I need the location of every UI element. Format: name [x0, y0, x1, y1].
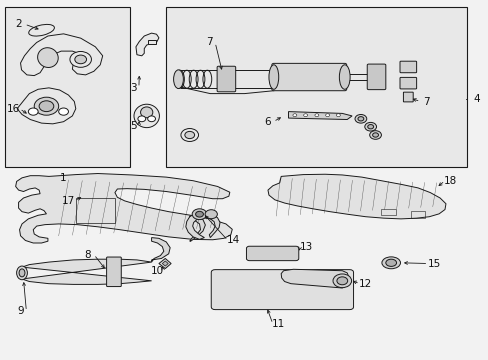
Text: 10: 10 [151, 266, 163, 276]
FancyBboxPatch shape [106, 257, 121, 287]
Text: 12: 12 [358, 279, 372, 289]
Bar [147, 40, 156, 44]
Polygon shape [20, 34, 102, 76]
Ellipse shape [268, 65, 278, 89]
Text: 3: 3 [129, 83, 136, 93]
Text: 1: 1 [60, 173, 67, 183]
Circle shape [314, 114, 318, 117]
Text: 6: 6 [264, 117, 270, 127]
Text: 2: 2 [15, 19, 22, 29]
Text: 5: 5 [129, 121, 136, 131]
Polygon shape [151, 238, 170, 262]
Text: 7: 7 [205, 37, 212, 48]
Polygon shape [22, 259, 151, 284]
Circle shape [184, 131, 194, 139]
Polygon shape [288, 112, 351, 120]
FancyBboxPatch shape [403, 92, 412, 102]
Text: 18: 18 [443, 176, 457, 186]
Bar [76, 198, 115, 223]
Ellipse shape [19, 269, 25, 277]
Bar [166, 7, 466, 167]
Text: 8: 8 [84, 249, 91, 260]
FancyBboxPatch shape [399, 61, 416, 73]
Polygon shape [267, 174, 445, 219]
Circle shape [364, 122, 376, 131]
Polygon shape [136, 33, 159, 56]
Circle shape [325, 114, 329, 117]
FancyBboxPatch shape [211, 270, 353, 310]
Ellipse shape [385, 259, 396, 266]
FancyBboxPatch shape [217, 66, 235, 92]
Circle shape [39, 101, 54, 112]
Circle shape [372, 133, 378, 137]
Ellipse shape [134, 104, 159, 128]
Text: 11: 11 [271, 319, 285, 329]
Text: 9: 9 [17, 306, 24, 316]
Bar [5, 7, 129, 167]
Circle shape [75, 55, 86, 64]
Circle shape [369, 131, 381, 139]
Bar [381, 209, 395, 215]
FancyBboxPatch shape [246, 246, 298, 261]
Circle shape [28, 108, 38, 115]
Circle shape [292, 114, 296, 117]
Circle shape [138, 116, 145, 122]
Circle shape [70, 51, 91, 67]
Polygon shape [281, 269, 349, 288]
Ellipse shape [204, 210, 217, 219]
Polygon shape [159, 258, 171, 269]
Bar [410, 211, 425, 218]
Text: 17: 17 [61, 195, 75, 206]
Polygon shape [185, 212, 220, 239]
Polygon shape [162, 261, 168, 266]
Text: 16: 16 [7, 104, 20, 114]
Ellipse shape [332, 274, 351, 288]
Ellipse shape [339, 65, 349, 89]
Text: 13: 13 [299, 242, 312, 252]
Ellipse shape [29, 24, 54, 36]
Circle shape [357, 117, 363, 121]
Circle shape [336, 114, 340, 117]
Ellipse shape [381, 257, 400, 269]
Circle shape [59, 108, 68, 115]
Ellipse shape [17, 266, 27, 280]
Circle shape [367, 125, 373, 129]
Circle shape [147, 116, 155, 122]
Polygon shape [17, 88, 76, 124]
Ellipse shape [38, 48, 58, 67]
Text: 7: 7 [422, 96, 429, 107]
Circle shape [354, 114, 366, 123]
Polygon shape [189, 216, 205, 241]
FancyBboxPatch shape [399, 77, 416, 89]
FancyBboxPatch shape [366, 64, 385, 90]
Ellipse shape [336, 277, 347, 285]
Text: 15: 15 [427, 258, 440, 269]
Ellipse shape [173, 70, 183, 89]
Polygon shape [16, 174, 232, 243]
Ellipse shape [192, 209, 206, 220]
Ellipse shape [195, 211, 203, 217]
Ellipse shape [141, 107, 153, 118]
Circle shape [303, 114, 307, 117]
FancyBboxPatch shape [271, 63, 346, 91]
Circle shape [34, 97, 59, 115]
Text: 4: 4 [472, 94, 479, 104]
Text: 14: 14 [226, 235, 240, 246]
